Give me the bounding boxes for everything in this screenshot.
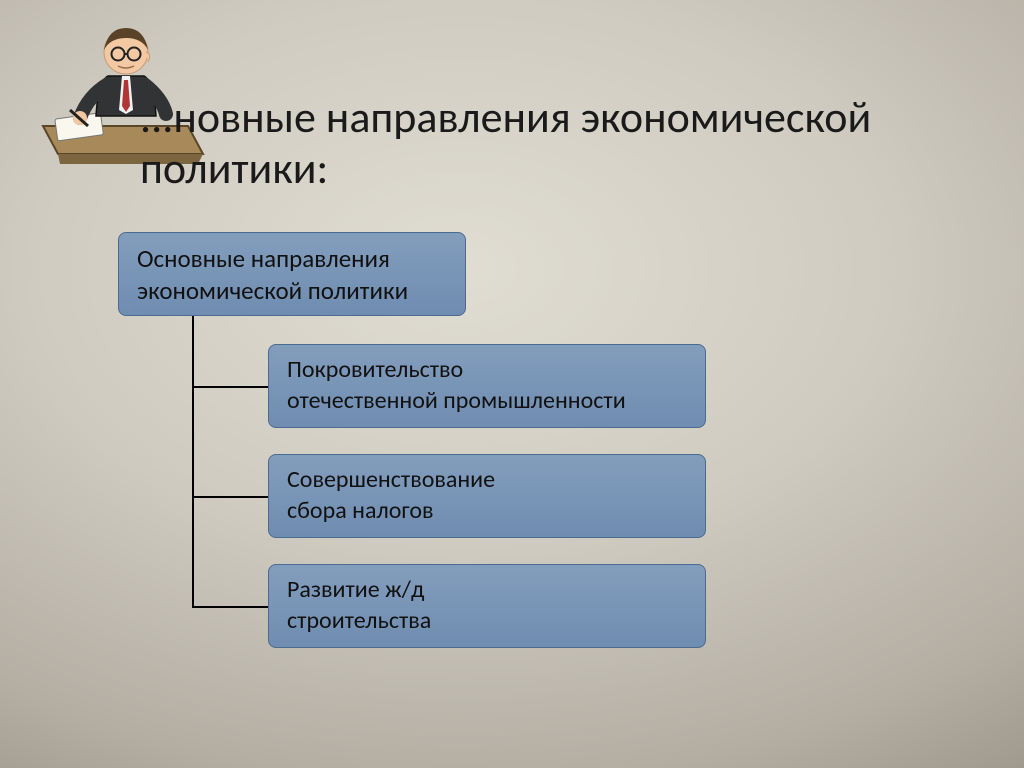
child-box-2: Развитие ж/дстроительства [268,564,706,648]
root-box: Основные направленияэкономической полити… [118,232,466,316]
connector-line [192,386,268,388]
connector-line [192,606,268,608]
child-box-0: Покровительствоотечественной промышленно… [268,344,706,428]
child-box-1: Совершенствованиесбора налогов [268,454,706,538]
slide-title: ...новные направления экономической поли… [140,92,1024,193]
connector-line [192,496,268,498]
connector-line [192,316,194,608]
